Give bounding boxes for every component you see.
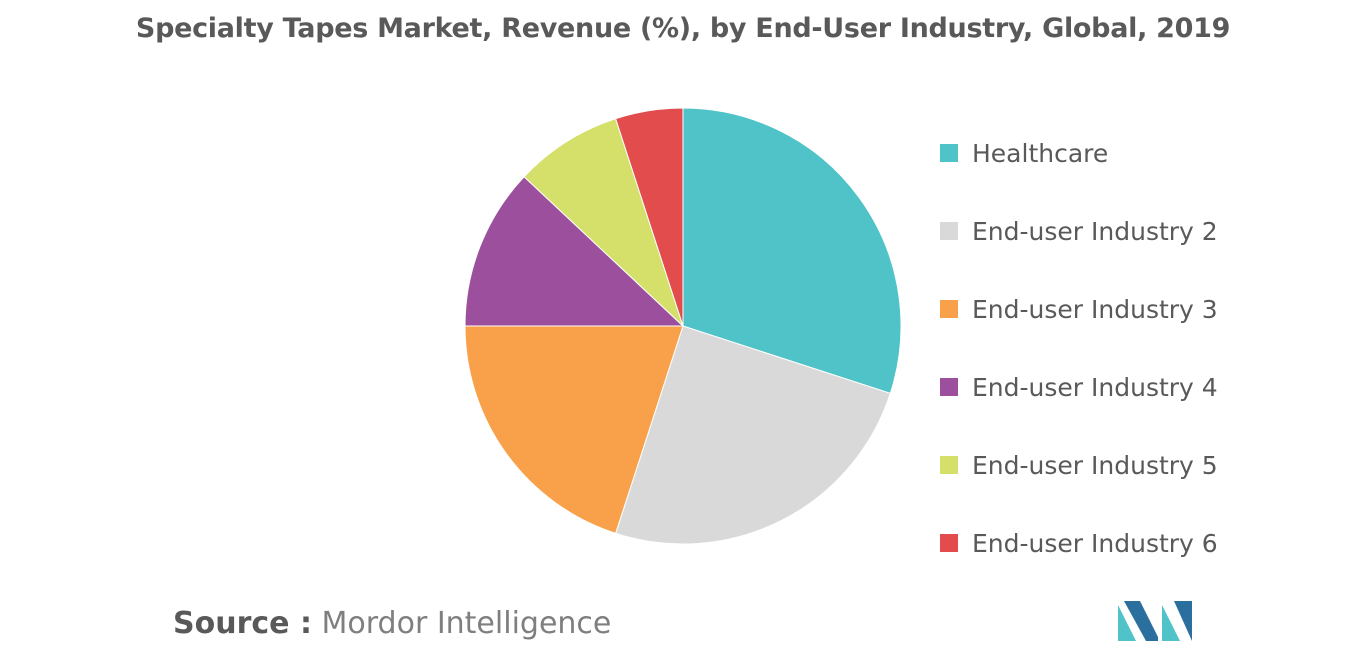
- pie-slice-2: [615, 325, 891, 545]
- logo-left-shape: [1118, 605, 1136, 641]
- pie-chart: [464, 107, 902, 545]
- pie-slice-6: [615, 107, 684, 327]
- legend-item: End-user Industry 2: [940, 192, 1218, 270]
- legend-swatch: [940, 456, 958, 474]
- source-label: Source :: [173, 606, 312, 641]
- legend-swatch: [940, 378, 958, 396]
- legend-swatch: [940, 534, 958, 552]
- chart-legend: Healthcare End-user Industry 2 End-user In…: [940, 114, 1218, 582]
- logo-middle-shape: [1124, 601, 1158, 641]
- mordor-intelligence-logo-icon: [1118, 601, 1192, 641]
- source-text: Mordor Intelligence: [321, 606, 612, 641]
- legend-label: End-user Industry 2: [972, 216, 1218, 246]
- legend-swatch: [940, 222, 958, 240]
- legend-item: End-user Industry 4: [940, 348, 1218, 426]
- legend-item: End-user Industry 3: [940, 270, 1218, 348]
- legend-label: End-user Industry 6: [972, 528, 1218, 558]
- legend-swatch: [940, 144, 958, 162]
- legend-swatch: [940, 300, 958, 318]
- logo-right-shape: [1162, 605, 1180, 641]
- legend-item: End-user Industry 6: [940, 504, 1218, 582]
- logo-right-bar: [1174, 601, 1192, 641]
- legend-item: End-user Industry 5: [940, 426, 1218, 504]
- legend-label: Healthcare: [972, 138, 1109, 168]
- chart-title: Specialty Tapes Market, Revenue (%), by …: [135, 13, 1231, 44]
- pie-slice-1: [682, 107, 902, 394]
- legend-label: End-user Industry 5: [972, 450, 1218, 480]
- pie-slice-3: [464, 325, 684, 534]
- legend-label: End-user Industry 3: [972, 294, 1218, 324]
- legend-label: End-user Industry 4: [972, 372, 1218, 402]
- legend-item: Healthcare: [940, 114, 1218, 192]
- source-note: Source : Mordor Intelligence: [173, 606, 611, 641]
- pie-slice-5: [523, 118, 684, 327]
- pie-slice-4: [464, 176, 685, 327]
